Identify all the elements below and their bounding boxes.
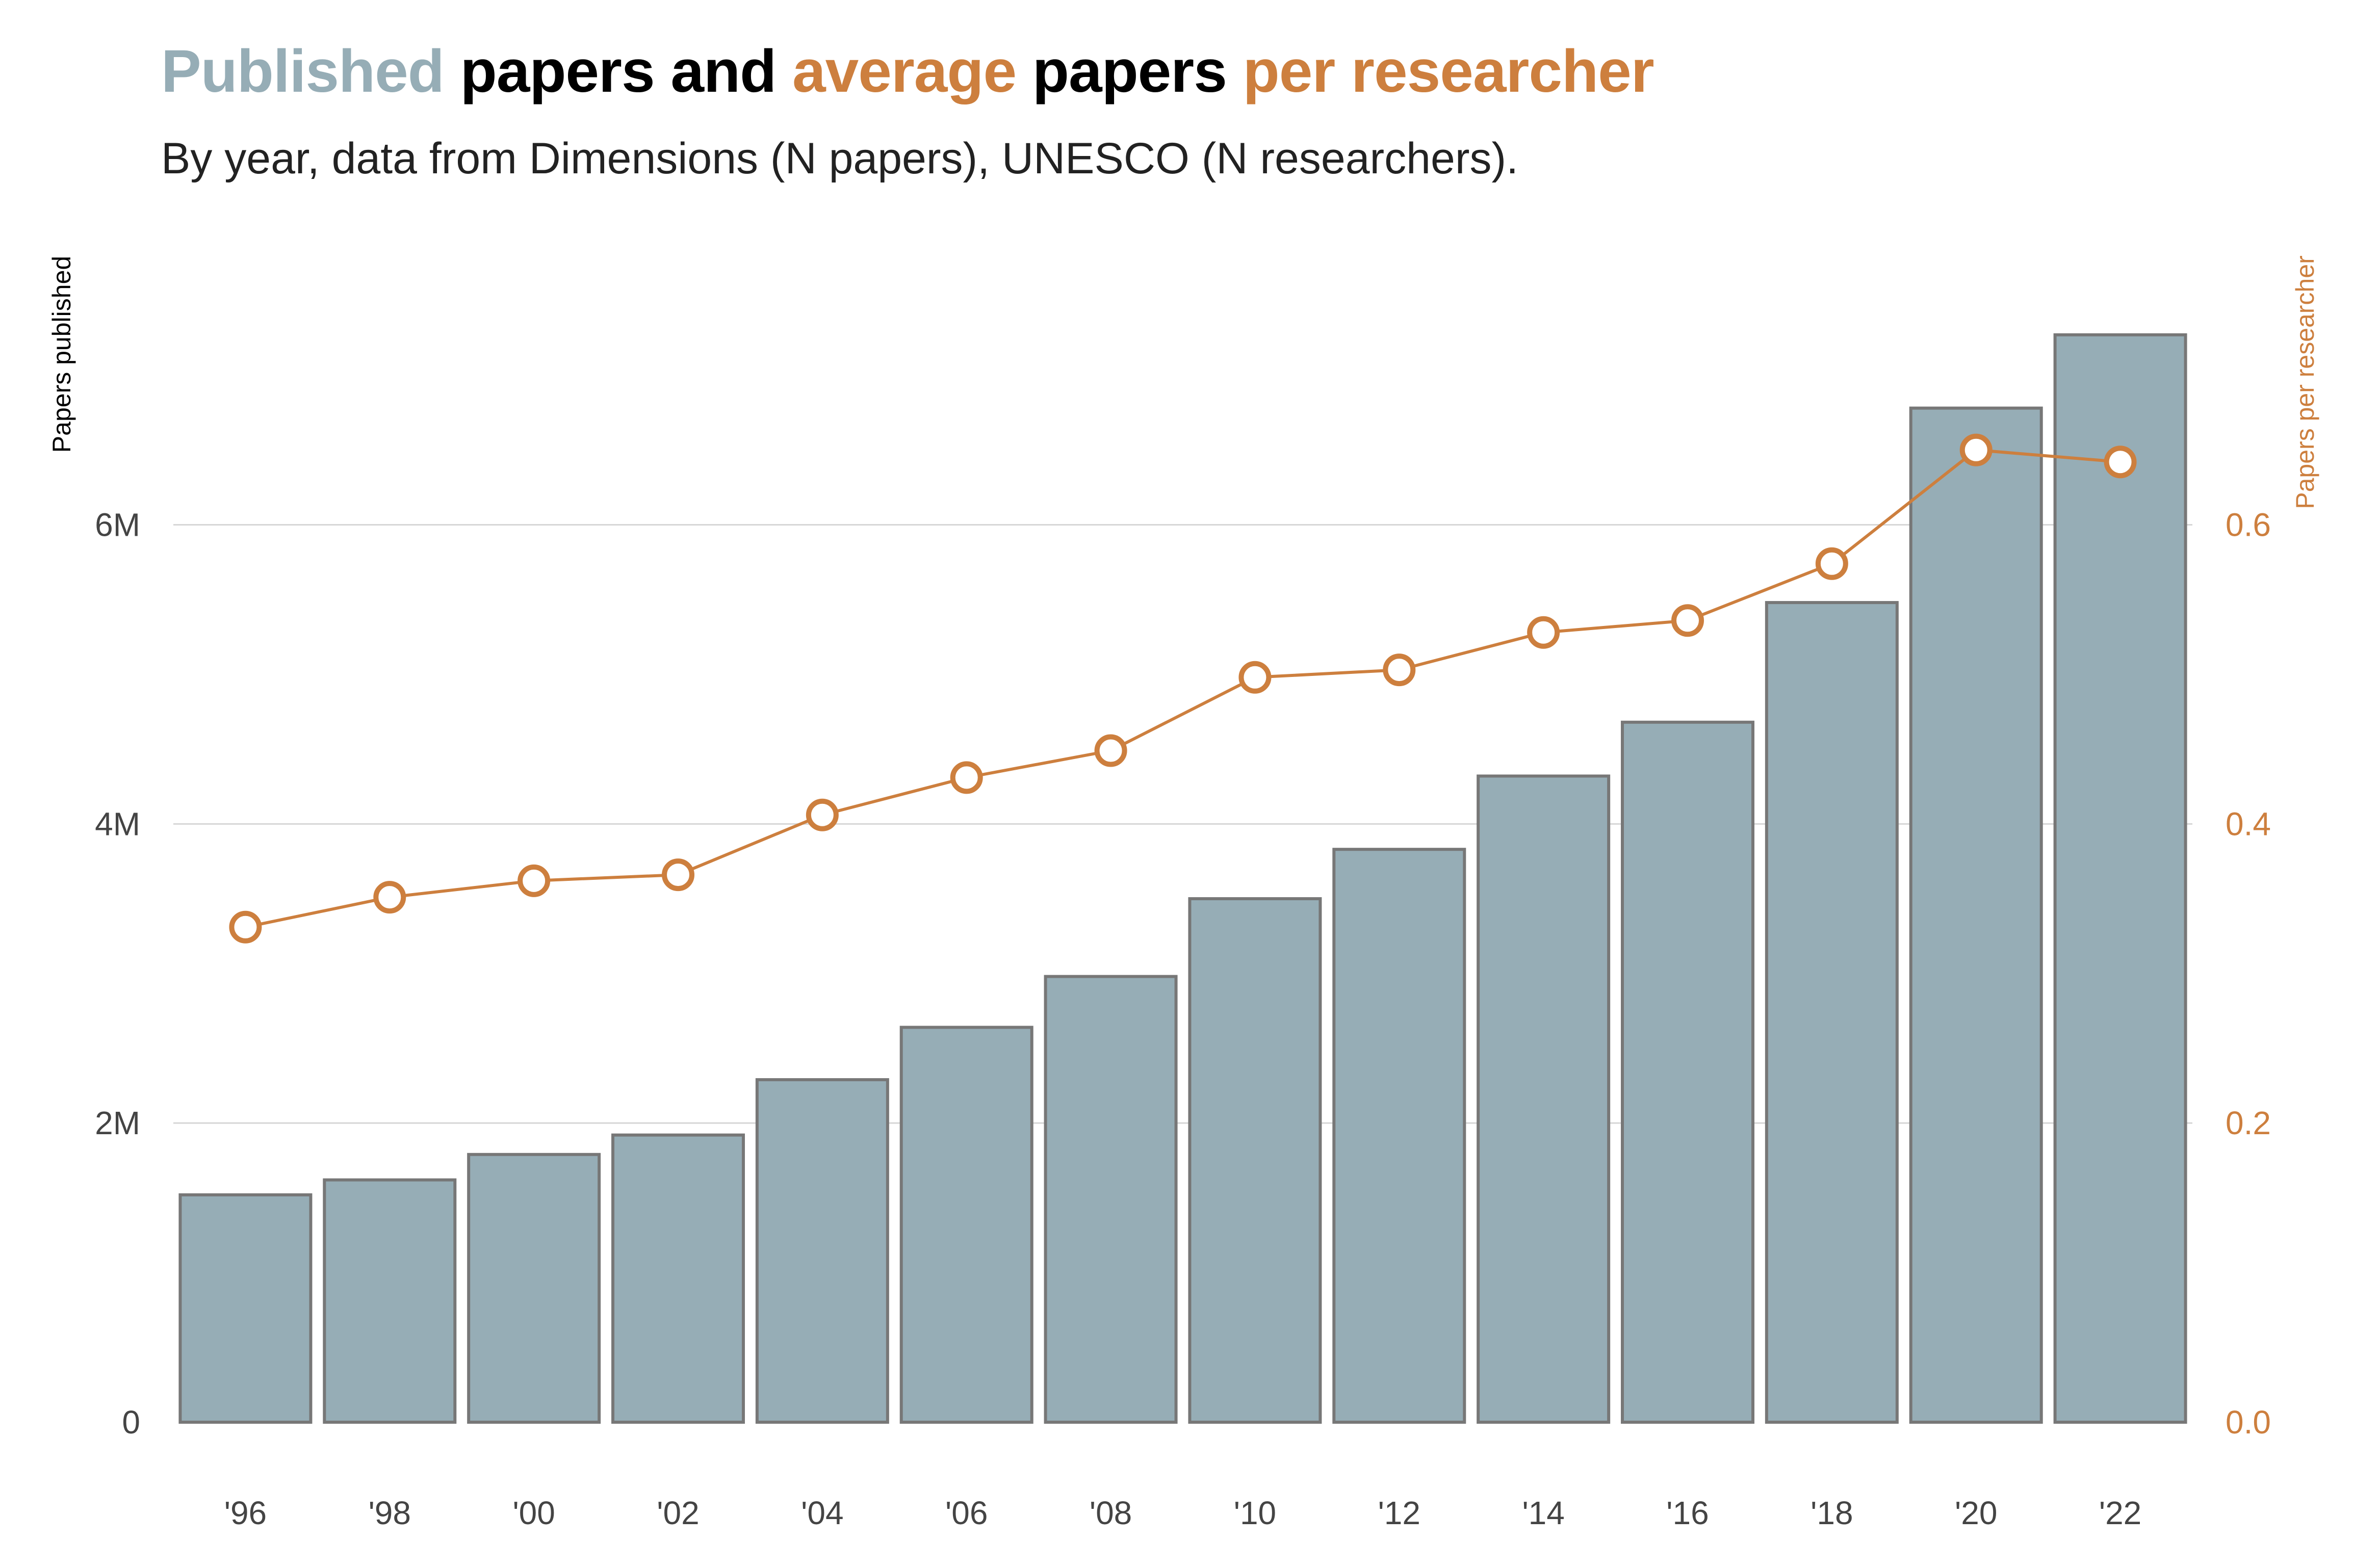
axes: 0 2M 4M 6M 0.0 0.2 0.4 0.6 '96 '98 '00 '02 '04 '06 '08…	[47, 255, 2319, 1531]
bar	[1477, 774, 1611, 1424]
line-point	[1094, 734, 1127, 767]
chart-title: Published papers and average papers per …	[161, 36, 1654, 108]
line-point	[2104, 446, 2137, 479]
right-tick-label: 0.4	[2226, 805, 2271, 842]
x-tick-label: '14	[1522, 1495, 1564, 1531]
bar	[1621, 720, 1754, 1424]
bar	[1765, 601, 1899, 1424]
right-tick-label: 0.6	[2226, 506, 2271, 543]
x-tick-label: '96	[224, 1495, 267, 1531]
title-segment: papers	[1016, 38, 1243, 105]
bar	[899, 1026, 1033, 1424]
x-tick-label: '02	[657, 1495, 699, 1531]
x-tick-label: '12	[1378, 1495, 1420, 1531]
bar	[611, 1133, 745, 1424]
x-tick-label: '18	[1811, 1495, 1853, 1531]
bar	[755, 1078, 889, 1424]
line-point	[662, 858, 694, 892]
line-point	[1527, 616, 1560, 649]
line-point	[518, 864, 551, 897]
left-tick-label: 6M	[95, 506, 140, 543]
line-series	[229, 433, 2137, 944]
right-tick-label: 0.0	[2226, 1404, 2271, 1441]
bar	[1909, 406, 2043, 1424]
x-tick-label: '00	[512, 1495, 555, 1531]
line-point	[229, 910, 262, 944]
chart-subtitle: By year, data from Dimensions (N papers)…	[161, 134, 1519, 183]
line-path	[245, 448, 2121, 929]
bar	[467, 1153, 601, 1424]
bar-series	[178, 333, 2187, 1424]
bar	[323, 1178, 457, 1424]
bar	[1188, 897, 1322, 1424]
line-point	[1383, 654, 1416, 687]
line-point	[1238, 661, 1272, 694]
x-tick-label: '98	[369, 1495, 411, 1531]
x-tick-label: '16	[1666, 1495, 1709, 1531]
x-tick-label: '06	[945, 1495, 988, 1531]
x-tick-label: '10	[1234, 1495, 1276, 1531]
left-tick-label: 2M	[95, 1105, 140, 1141]
x-tick-label: '20	[1955, 1495, 1997, 1531]
title-segment: per researcher	[1243, 38, 1654, 105]
title-segment: Published	[161, 38, 445, 105]
left-axis-title: Papers published	[47, 256, 76, 453]
bar	[1044, 975, 1178, 1424]
x-tick-label: '08	[1090, 1495, 1132, 1531]
left-tick-label: 0	[122, 1404, 140, 1441]
right-axis-title: Papers per researcher	[2291, 255, 2319, 509]
bar	[178, 1193, 313, 1424]
x-tick-label: '22	[2099, 1495, 2141, 1531]
x-tick-label: '04	[801, 1495, 843, 1531]
line-point	[806, 798, 839, 831]
bar	[2053, 333, 2187, 1424]
title-segment: papers and	[444, 38, 792, 105]
line-point	[1671, 604, 1704, 637]
line-point	[950, 761, 983, 794]
left-tick-label: 4M	[95, 805, 140, 842]
right-tick-label: 0.2	[2226, 1105, 2271, 1141]
bar	[1332, 848, 1466, 1424]
line-point	[1815, 547, 1848, 580]
title-segment: average	[792, 38, 1017, 105]
line-point	[1959, 433, 1993, 466]
line-point	[373, 881, 406, 914]
